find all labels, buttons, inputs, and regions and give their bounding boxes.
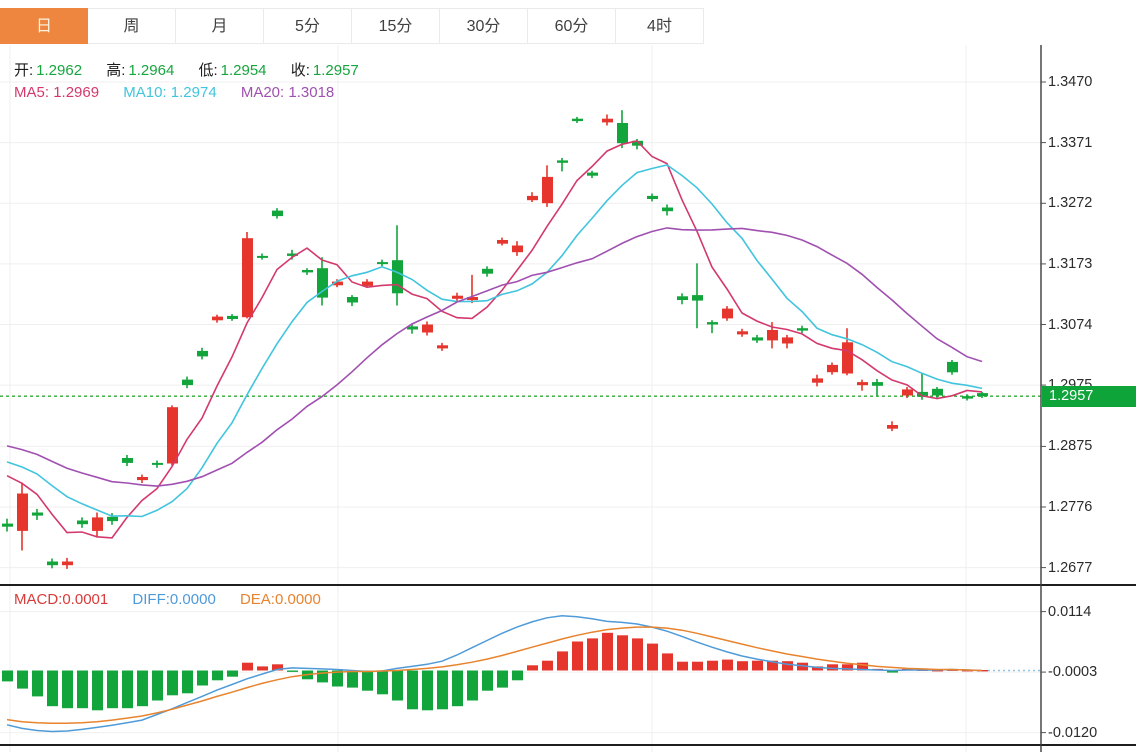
open-value: 1.2962 [36,62,83,79]
low-label: 低: [198,62,218,79]
price-tick-1.3371: 1.3371 [1048,134,1093,151]
ma10-value: 1.2974 [170,84,217,101]
tab-5分[interactable]: 5分 [264,8,352,44]
tab-30分[interactable]: 30分 [440,8,528,44]
low-value: 1.2954 [220,62,267,79]
macd-label: MACD: [14,591,63,608]
macd-tick--0.0120: -0.0120 [1048,724,1098,741]
close-label: 收: [290,62,310,79]
price-tick-1.3074: 1.3074 [1048,316,1093,333]
close-value: 1.2957 [312,62,359,79]
ma20-value: 1.3018 [288,84,335,101]
ma10-label: MA10: [123,84,167,101]
macd-tick--0.0003: -0.0003 [1048,664,1098,681]
tab-60分[interactable]: 60分 [528,8,616,44]
ma5-label: MA5: [14,84,50,101]
tab-月[interactable]: 月 [176,8,264,44]
macd-value: 0.0001 [62,591,109,608]
macd-tick-0.0114: 0.0114 [1048,603,1092,620]
tab-4时[interactable]: 4时 [616,8,704,44]
diff-label: DIFF: [132,591,170,608]
open-label: 开: [14,62,34,79]
tab-15分[interactable]: 15分 [352,8,440,44]
ma-legend: MA5: 1.2969 MA10: 1.2974 MA20: 1.3018 [14,84,354,101]
price-tick-1.3272: 1.3272 [1048,195,1093,212]
high-value: 1.2964 [128,62,175,79]
price-tick-1.2875: 1.2875 [1048,438,1093,455]
timeframe-tabs: 日周月 5分 15分 30分 60分 4时 [0,8,704,44]
macd-legend: MACD:0.0001 DIFF:0.0000 DEA:0.0000 [14,591,341,608]
price-tick-1.3470: 1.3470 [1048,74,1093,90]
price-tick-1.2776: 1.2776 [1048,499,1093,516]
price-tick-1.3173: 1.3173 [1048,255,1093,272]
tab-日[interactable]: 日 [0,8,88,44]
current-price-tag: 1.2957 [1042,385,1136,407]
dea-label: DEA: [239,591,275,608]
high-label: 高: [106,62,126,79]
price-tick-1.2677: 1.2677 [1048,559,1093,576]
ma20-label: MA20: [240,84,285,101]
ma5-value: 1.2969 [53,84,100,101]
diff-value: 0.0000 [169,591,216,608]
dea-value: 0.0000 [274,591,321,608]
tab-周[interactable]: 周 [88,8,176,44]
ohlc-legend: 开: 1.2962 高: 1.2964 低: 1.2954 收: 1.2957 [14,59,379,80]
